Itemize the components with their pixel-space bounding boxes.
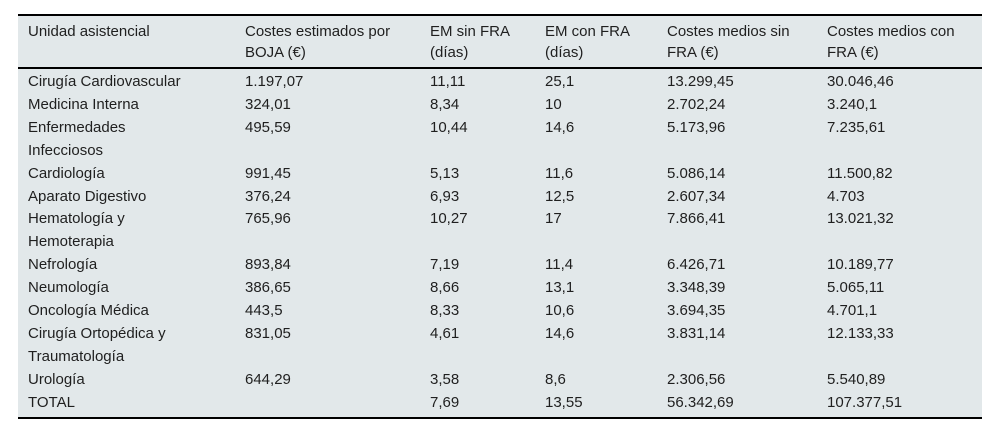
data-cell: 5,13 xyxy=(430,164,460,182)
data-cell: 13,1 xyxy=(545,279,575,297)
data-cell: 3.831,14 xyxy=(667,324,726,342)
data-cell: 3.348,39 xyxy=(667,279,726,297)
data-cell: 644,29 xyxy=(245,370,291,388)
row-header-cell: Cardiología xyxy=(28,164,105,182)
data-cell: 6.426,71 xyxy=(667,256,726,274)
column-header-2: EM sin FRA (días) xyxy=(420,15,535,69)
data-cell: 12.133,33 xyxy=(827,324,894,342)
data-cell: 7,69 xyxy=(430,393,460,411)
data-cell: 2.607,34 xyxy=(667,187,726,205)
data-cell: 443,5 xyxy=(245,302,283,320)
data-cell: 25,1 xyxy=(545,73,575,90)
data-cell: 8,33 xyxy=(430,302,460,320)
column-header-1: Costes estimados por BOJA (€) xyxy=(235,15,420,69)
data-cell: 8,6 xyxy=(545,370,566,388)
table-row: Hematología y Hemoterapia 765,96 10,27 17 7.… xyxy=(18,208,982,254)
data-cell: 10,27 xyxy=(430,210,468,228)
data-cell: 4.701,1 xyxy=(827,302,878,320)
table-row: Oncología Médica 443,5 8,33 10,6 3.694,35 4.7… xyxy=(18,300,982,323)
data-cell: 8,34 xyxy=(430,95,460,113)
data-cell: 1.197,07 xyxy=(245,73,304,90)
data-cell: 11,11 xyxy=(430,73,466,90)
column-header-5: Costes medios con FRA (€) xyxy=(817,15,982,69)
data-cell: 10,6 xyxy=(545,302,575,320)
row-header-cell: Aparato Digestivo xyxy=(28,187,147,205)
row-header-cell: Medicina Interna xyxy=(28,95,139,113)
data-cell: 376,24 xyxy=(245,187,291,205)
data-cell: 5.065,11 xyxy=(827,279,885,297)
data-cell: 831,05 xyxy=(245,324,291,342)
data-cell: 3.240,1 xyxy=(827,95,878,113)
data-cell: 6,93 xyxy=(430,187,460,205)
table-row: Cirugía Ortopédica y Traumatología 831,05… xyxy=(18,323,982,369)
data-cell: 11,4 xyxy=(545,256,574,274)
data-cell: 386,65 xyxy=(245,279,291,297)
column-header-0: Unidad asistencial xyxy=(18,15,235,69)
data-cell: 12,5 xyxy=(545,187,575,205)
data-cell: 13,55 xyxy=(545,393,583,411)
data-cell: 30.046,46 xyxy=(827,73,894,90)
data-cell: 107.377,51 xyxy=(827,393,903,411)
row-header-cell: Oncología Médica xyxy=(28,302,149,320)
header-row: Unidad asistencial Costes estimados por B… xyxy=(18,15,982,69)
data-cell: 765,96 xyxy=(245,210,291,228)
table-row: TOTAL 7,69 13,55 56.342,69 107.377,51 xyxy=(18,392,982,418)
table-row: Neumología 386,65 8,66 13,1 3.348,39 5.065,11 xyxy=(18,277,982,300)
table-row: Medicina Interna 324,01 8,34 10 2.702,24 3.24… xyxy=(18,94,982,117)
row-header-cell: Cirugía Ortopédica y Traumatología xyxy=(28,324,166,365)
data-cell: 7.866,41 xyxy=(667,210,726,228)
data-cell: 324,01 xyxy=(245,95,291,113)
row-header-cell: Urología xyxy=(28,370,85,388)
row-header-cell: Hematología y Hemoterapia xyxy=(28,210,125,251)
data-cell: 11,6 xyxy=(545,164,574,182)
data-cell: 13.021,32 xyxy=(827,210,894,228)
row-header-cell: Neumología xyxy=(28,279,109,297)
data-cell: 991,45 xyxy=(245,164,291,182)
data-cell: 10,44 xyxy=(430,118,468,136)
data-cell: 3,58 xyxy=(430,370,460,388)
data-cell: 13.299,45 xyxy=(667,73,734,90)
table-row: Cardiología 991,45 5,13 11,6 5.086,14 11.500,… xyxy=(18,163,982,186)
data-cell: 7,19 xyxy=(430,256,460,274)
data-cell: 10 xyxy=(545,95,562,113)
data-cell: 5.173,96 xyxy=(667,118,726,136)
data-cell: 2.306,56 xyxy=(667,370,726,388)
row-header-cell: TOTAL xyxy=(28,393,75,411)
table-row: Urología 644,29 3,58 8,6 2.306,56 5.540,89 xyxy=(18,369,982,392)
column-header-3: EM con FRA (días) xyxy=(535,15,657,69)
column-header-4: Costes medios sin FRA (€) xyxy=(657,15,817,69)
data-cell: 8,66 xyxy=(430,279,460,297)
data-cell: 11.500,82 xyxy=(827,164,893,182)
table-row: Cirugía Cardiovascular 1.197,07 11,11 25,1 1… xyxy=(18,68,982,94)
data-cell: 5.086,14 xyxy=(667,164,726,182)
table-row: Aparato Digestivo 376,24 6,93 12,5 2.607,34 4… xyxy=(18,186,982,209)
row-header-cell: Nefrología xyxy=(28,256,98,274)
row-header-cell: Cirugía Cardiovascular xyxy=(28,73,181,90)
table-body: Cirugía Cardiovascular 1.197,07 11,11 25,1 1… xyxy=(18,68,982,418)
data-cell: 5.540,89 xyxy=(827,370,886,388)
data-cell: 893,84 xyxy=(245,256,291,274)
data-cell: 14,6 xyxy=(545,324,575,342)
data-cell: 4.703 xyxy=(827,187,865,205)
data-cell: 56.342,69 xyxy=(667,393,734,411)
data-cell: 495,59 xyxy=(245,118,291,136)
data-cell: 14,6 xyxy=(545,118,575,136)
data-cell: 7.235,61 xyxy=(827,118,886,136)
data-cell: 10.189,77 xyxy=(827,256,894,274)
data-cell: 4,61 xyxy=(430,324,460,342)
data-cell: 17 xyxy=(545,210,562,228)
data-cell xyxy=(235,392,420,418)
cost-table: Unidad asistencial Costes estimados por B… xyxy=(18,14,982,419)
table-row: Enfermedades Infecciosos 495,59 10,44 14,6 5… xyxy=(18,117,982,163)
table-row: Nefrología 893,84 7,19 11,4 6.426,71 10.189,7… xyxy=(18,254,982,277)
row-header-cell: Enfermedades Infecciosos xyxy=(28,118,126,159)
data-cell: 3.694,35 xyxy=(667,302,726,320)
data-cell: 2.702,24 xyxy=(667,95,726,113)
